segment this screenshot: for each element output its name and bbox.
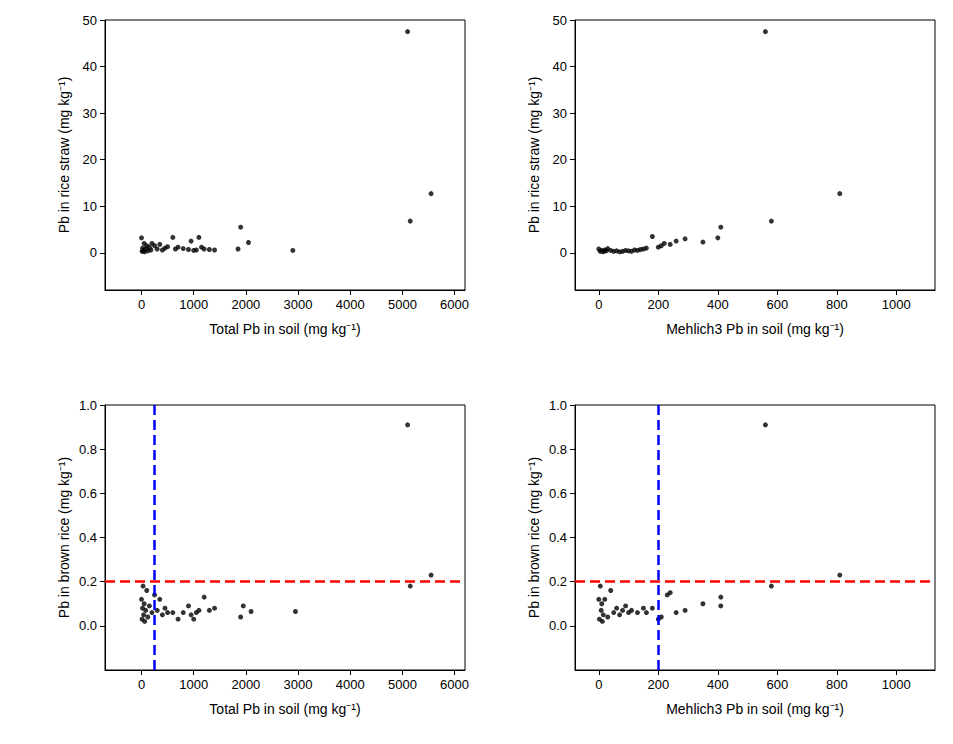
svg-text:1000: 1000 [882, 297, 911, 312]
svg-text:0: 0 [90, 245, 97, 260]
svg-text:1.0: 1.0 [549, 398, 567, 413]
svg-text:0.2: 0.2 [549, 574, 567, 589]
svg-text:30: 30 [553, 106, 567, 121]
svg-text:5000: 5000 [388, 297, 417, 312]
svg-text:6000: 6000 [440, 297, 469, 312]
svg-text:Total Pb in soil (mg kg⁻¹): Total Pb in soil (mg kg⁻¹) [209, 701, 360, 717]
svg-text:0.0: 0.0 [79, 618, 97, 633]
svg-text:50: 50 [553, 13, 567, 28]
svg-text:Mehlich3 Pb in soil (mg kg⁻¹): Mehlich3 Pb in soil (mg kg⁻¹) [666, 701, 844, 717]
svg-text:Pb in rice straw (mg kg⁻¹): Pb in rice straw (mg kg⁻¹) [56, 77, 72, 234]
svg-text:200: 200 [647, 297, 669, 312]
svg-text:600: 600 [766, 297, 788, 312]
svg-text:0.6: 0.6 [79, 486, 97, 501]
svg-text:10: 10 [83, 199, 97, 214]
svg-text:400: 400 [707, 677, 729, 692]
svg-text:10: 10 [553, 199, 567, 214]
svg-text:20: 20 [83, 152, 97, 167]
svg-text:0.2: 0.2 [79, 574, 97, 589]
svg-text:Pb in rice straw (mg kg⁻¹): Pb in rice straw (mg kg⁻¹) [526, 77, 542, 234]
svg-text:0.8: 0.8 [79, 442, 97, 457]
svg-text:0: 0 [138, 677, 145, 692]
svg-text:5000: 5000 [388, 677, 417, 692]
svg-text:30: 30 [83, 106, 97, 121]
svg-text:2000: 2000 [231, 677, 260, 692]
svg-text:800: 800 [826, 297, 848, 312]
svg-text:0.6: 0.6 [549, 486, 567, 501]
svg-text:4000: 4000 [336, 297, 365, 312]
svg-text:0.4: 0.4 [79, 530, 97, 545]
svg-text:20: 20 [553, 152, 567, 167]
svg-text:3000: 3000 [284, 677, 313, 692]
svg-text:600: 600 [766, 677, 788, 692]
svg-text:6000: 6000 [440, 677, 469, 692]
svg-text:Pb in brown rice (mg kg⁻¹): Pb in brown rice (mg kg⁻¹) [526, 457, 542, 618]
svg-text:800: 800 [826, 677, 848, 692]
svg-text:1000: 1000 [179, 677, 208, 692]
svg-text:3000: 3000 [284, 297, 313, 312]
svg-text:200: 200 [647, 677, 669, 692]
svg-text:40: 40 [83, 59, 97, 74]
svg-text:Total Pb in soil (mg kg⁻¹): Total Pb in soil (mg kg⁻¹) [209, 321, 360, 337]
svg-text:Pb in brown rice (mg kg⁻¹): Pb in brown rice (mg kg⁻¹) [56, 457, 72, 618]
svg-text:1000: 1000 [882, 677, 911, 692]
svg-text:0: 0 [595, 297, 602, 312]
svg-text:0.0: 0.0 [549, 618, 567, 633]
svg-text:Mehlich3 Pb in soil (mg kg⁻¹): Mehlich3 Pb in soil (mg kg⁻¹) [666, 321, 844, 337]
svg-text:0.8: 0.8 [549, 442, 567, 457]
svg-text:1000: 1000 [179, 297, 208, 312]
svg-text:4000: 4000 [336, 677, 365, 692]
svg-text:0.4: 0.4 [549, 530, 567, 545]
svg-text:400: 400 [707, 297, 729, 312]
svg-text:50: 50 [83, 13, 97, 28]
svg-text:0: 0 [138, 297, 145, 312]
svg-text:2000: 2000 [231, 297, 260, 312]
svg-text:40: 40 [553, 59, 567, 74]
svg-text:0: 0 [595, 677, 602, 692]
svg-text:0: 0 [560, 245, 567, 260]
svg-text:1.0: 1.0 [79, 398, 97, 413]
